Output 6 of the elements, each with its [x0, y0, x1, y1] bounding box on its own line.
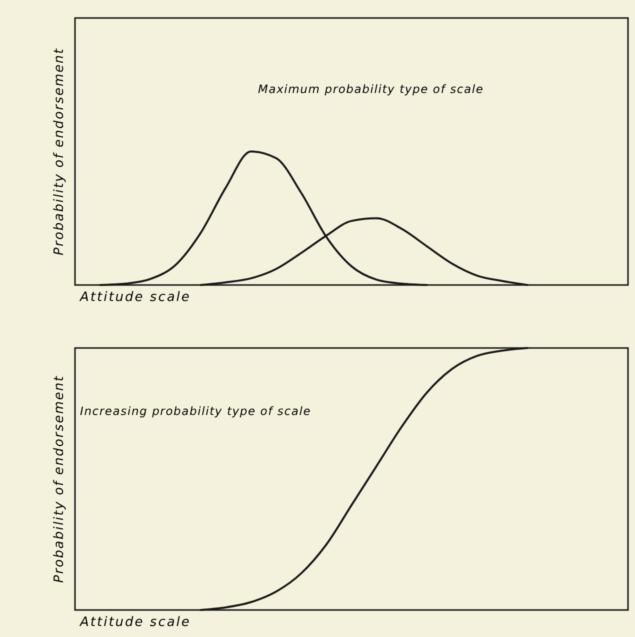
x-axis-title: Attitude scale — [79, 290, 191, 305]
y-axis-title: Probability of endorsement — [52, 375, 67, 583]
annotation: Increasing probability type of scale — [80, 404, 312, 418]
x-axis-title: Attitude scale — [79, 615, 191, 630]
text: Maximum probability type of scale — [258, 82, 484, 96]
y-axis-title: Probability of endorsement — [52, 48, 67, 256]
